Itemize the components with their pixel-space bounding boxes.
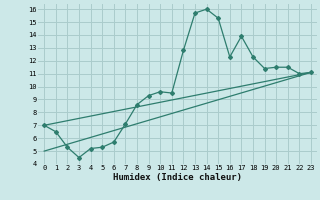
X-axis label: Humidex (Indice chaleur): Humidex (Indice chaleur)	[113, 173, 242, 182]
